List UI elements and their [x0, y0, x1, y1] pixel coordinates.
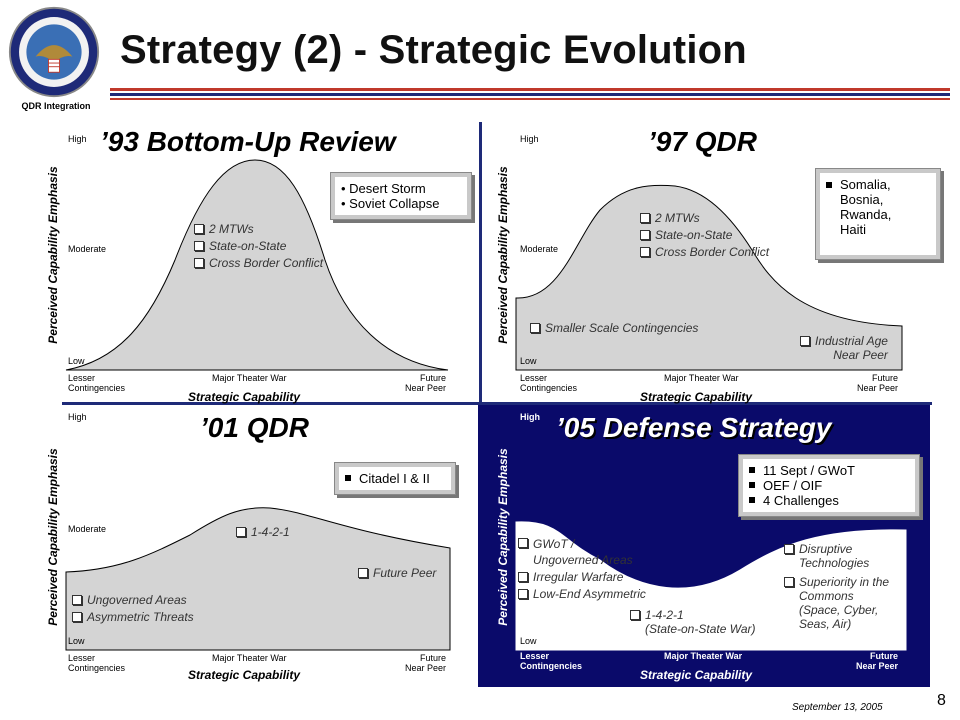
- checkbox-bullet-icon: [518, 538, 528, 548]
- callout-97: Somalia, Bosnia, Rwanda, Haiti: [815, 168, 941, 260]
- bullet-item: Ungoverned Areas: [72, 593, 187, 607]
- bullet-square-icon: [749, 497, 755, 503]
- x-axis-title: Strategic Capability: [188, 390, 301, 404]
- x-tick-future: Future Near Peer: [855, 651, 898, 671]
- curve-05: [515, 521, 907, 651]
- bullet-item: 1-4-2-1 (State-on-State War): [630, 608, 755, 636]
- bullet-item: Disruptive Technologies: [784, 542, 869, 570]
- header-stripe: [110, 98, 950, 100]
- bullet-item: Smaller Scale Contingencies: [530, 321, 698, 335]
- callout-01: Citadel I & II: [334, 462, 456, 495]
- checkbox-bullet-icon: [640, 230, 650, 240]
- level-moderate: Moderate: [520, 244, 559, 254]
- checkbox-bullet-icon: [518, 572, 528, 582]
- header-stripe: [110, 88, 950, 91]
- x-tick-lesser: Lesser Contingencies: [520, 373, 578, 393]
- panel-title-05: ’05 Defense Strategy: [556, 412, 832, 443]
- checkbox-bullet-icon: [800, 336, 810, 346]
- level-moderate: Moderate: [68, 244, 107, 254]
- quadrant-divider-horizontal: [62, 402, 932, 405]
- x-tick-future: Future Near Peer: [856, 373, 898, 393]
- x-tick-major: Major Theater War: [212, 653, 287, 663]
- checkbox-bullet-icon: [640, 213, 650, 223]
- bullet-square-icon: [749, 482, 755, 488]
- panel-title-97: ’97 QDR: [648, 126, 757, 157]
- bullet-item: State-on-State: [194, 239, 286, 253]
- x-tick-major: Major Theater War: [212, 373, 287, 383]
- bullet-item: Superiority in the Commons (Space, Cyber…: [784, 575, 889, 631]
- bullet-square-icon: [749, 467, 755, 473]
- checkbox-bullet-icon: [72, 595, 82, 605]
- x-tick-future: Future Near Peer: [404, 373, 446, 393]
- checkbox-bullet-icon: [518, 589, 528, 599]
- bullet-item: 1-4-2-1: [236, 525, 290, 539]
- x-axis-title: Strategic Capability: [640, 390, 753, 404]
- checkbox-bullet-icon: [236, 527, 246, 537]
- level-low: Low: [520, 356, 537, 366]
- bullet-square-icon: [826, 182, 832, 188]
- panel-title-01: ’01 QDR: [200, 412, 309, 443]
- bullet-item: 2 MTWs: [194, 222, 254, 236]
- quadrant-divider-vertical: [479, 122, 482, 404]
- checkbox-bullet-icon: [72, 612, 82, 622]
- callout-93: • Desert Storm • Soviet Collapse: [330, 172, 472, 220]
- curve-01: [65, 507, 451, 651]
- level-high: High: [520, 412, 540, 422]
- bullet-item: Irregular Warfare: [518, 570, 623, 584]
- checkbox-bullet-icon: [630, 610, 640, 620]
- x-axis-title: Strategic Capability: [188, 668, 301, 682]
- bullet-item: Low-End Asymmetric: [518, 587, 646, 601]
- bullet-item: Future Peer: [358, 566, 436, 580]
- org-label: QDR Integration: [21, 101, 91, 111]
- bullet-item: Asymmetric Threats: [72, 610, 194, 624]
- bullet-item: Cross Border Conflict: [194, 256, 323, 270]
- bullet-square-icon: [345, 475, 351, 481]
- checkbox-bullet-icon: [640, 247, 650, 257]
- checkbox-bullet-icon: [194, 241, 204, 251]
- y-axis-label: Perceived Capability Emphasis: [46, 166, 60, 344]
- header-stripe: [110, 93, 950, 96]
- level-high: High: [68, 134, 87, 144]
- level-high: High: [520, 134, 539, 144]
- checkbox-bullet-icon: [194, 258, 204, 268]
- dod-seal-logo: [8, 6, 100, 98]
- x-tick-major: Major Theater War: [664, 651, 743, 661]
- y-axis-label: Perceived Capability Emphasis: [496, 448, 510, 626]
- level-low: Low: [68, 636, 85, 646]
- bullet-item: Cross Border Conflict: [640, 245, 769, 259]
- checkbox-bullet-icon: [784, 577, 794, 587]
- curve-93: [65, 159, 449, 371]
- checkbox-bullet-icon: [530, 323, 540, 333]
- bullet-item: GWoT / Ungoverned Areas: [518, 536, 633, 568]
- panel-title-93: ’93 Bottom-Up Review: [100, 126, 396, 157]
- callout-05: 11 Sept / GWoT OEF / OIF 4 Challenges: [738, 454, 920, 517]
- checkbox-bullet-icon: [784, 544, 794, 554]
- x-tick-lesser: Lesser Contingencies: [68, 373, 126, 393]
- bullet-item: State-on-State: [640, 228, 732, 242]
- level-high: High: [68, 412, 87, 422]
- x-tick-lesser: Lesser Contingencies: [68, 653, 126, 673]
- page-title: Strategy (2) - Strategic Evolution: [120, 28, 747, 72]
- x-tick-major: Major Theater War: [664, 373, 739, 383]
- checkbox-bullet-icon: [194, 224, 204, 234]
- x-tick-future: Future Near Peer: [404, 653, 446, 673]
- page-number: 8: [937, 692, 946, 709]
- footer-date: September 13, 2005: [792, 702, 883, 713]
- y-axis-label: Perceived Capability Emphasis: [46, 448, 60, 626]
- checkbox-bullet-icon: [358, 568, 368, 578]
- y-axis-label: Perceived Capability Emphasis: [496, 166, 510, 344]
- bullet-item: 2 MTWs: [640, 211, 700, 225]
- bullet-item: Industrial Age Near Peer: [800, 334, 888, 362]
- x-axis-title: Strategic Capability: [640, 668, 753, 682]
- level-low: Low: [520, 636, 537, 646]
- level-moderate: Moderate: [68, 524, 107, 534]
- x-tick-lesser: Lesser Contingencies: [520, 651, 583, 671]
- curve-97: [515, 184, 903, 371]
- level-low: Low: [68, 356, 85, 366]
